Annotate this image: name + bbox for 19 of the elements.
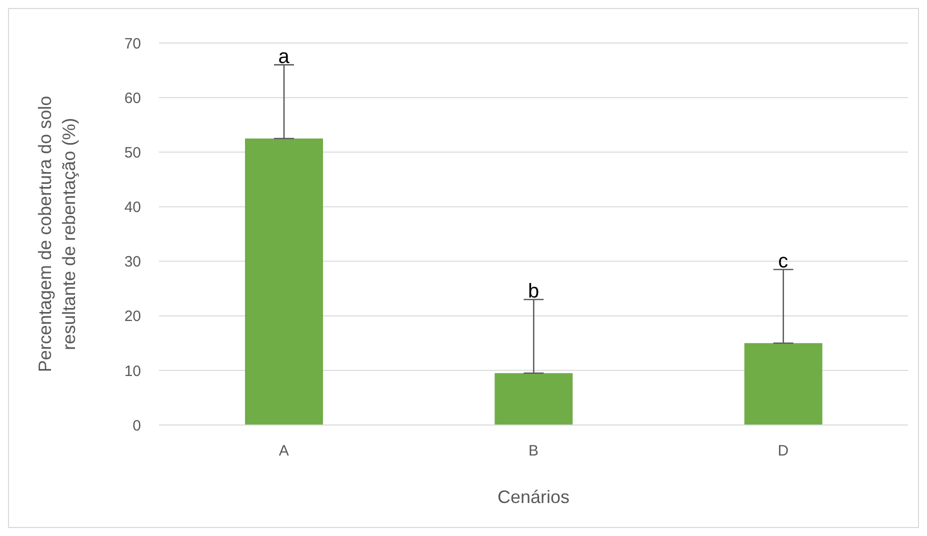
annotation: c [778,250,788,272]
x-tick-label: A [278,442,289,460]
y-tick-label: 60 [124,90,141,107]
y-tick-label: 30 [124,254,141,271]
annotation: b [528,280,540,302]
y-tick-label: 0 [132,417,141,434]
y-tick-label: 40 [124,199,141,216]
bar [744,343,822,425]
bar [245,138,323,425]
y-tick-label: 50 [124,144,141,162]
y-tick-label: 20 [124,308,141,326]
y-tick-label: 10 [124,362,141,380]
y-tick-label: 70 [124,35,141,52]
annotation: a [278,46,290,68]
x-tick-label: D [778,442,789,460]
bar [494,373,573,425]
x-axis-title: Cenários [497,487,570,507]
x-tick-label: B [528,442,539,460]
y-axis-title: Percentagem de cobertura do solo resultante de rebentação (%) [35,96,79,372]
